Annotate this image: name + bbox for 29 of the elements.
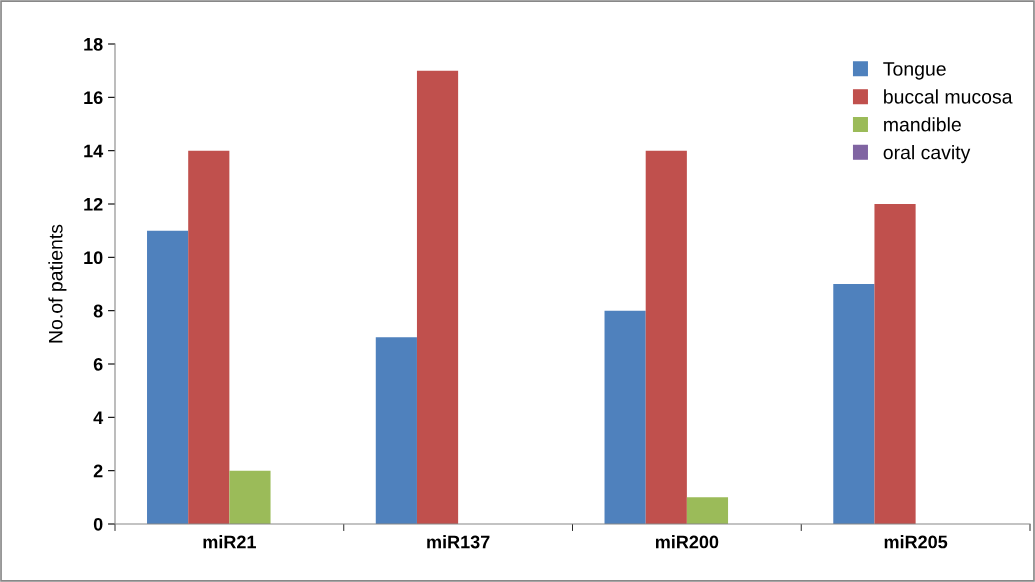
- y-tick-label: 10: [84, 251, 103, 265]
- y-tick-label: 2: [93, 464, 103, 478]
- x-tick-label: miR205: [884, 535, 948, 549]
- bar: [416, 70, 459, 524]
- bar: [645, 150, 687, 524]
- y-tick-label: 4: [93, 411, 104, 424]
- y-axis-title: No.of patients: [48, 224, 67, 343]
- bar: [188, 150, 230, 524]
- bar: [375, 337, 417, 524]
- x-tick-label: miR137: [427, 535, 490, 549]
- y-tick-label: 6: [93, 357, 103, 371]
- y-tick-label: 16: [84, 91, 103, 105]
- x-tick-label: miR200: [655, 535, 719, 549]
- bar: [604, 310, 646, 524]
- legend-label: Tongue: [883, 62, 946, 80]
- y-tick-label: 14: [84, 144, 104, 158]
- bar: [147, 230, 189, 524]
- bar: [833, 284, 875, 524]
- bar: [874, 204, 916, 524]
- bar: [229, 470, 271, 524]
- y-tick-label: 0: [93, 517, 103, 531]
- x-tick-label: miR21: [203, 535, 256, 549]
- legend-label: buccal mucosa: [884, 89, 1013, 104]
- y-tick-label: 8: [93, 304, 103, 318]
- y-tick-label: 12: [84, 197, 103, 211]
- legend-label: oral cavity: [883, 145, 971, 164]
- bar: [686, 497, 729, 524]
- legend-label: mandible: [884, 117, 961, 132]
- y-tick-label: 18: [84, 37, 103, 51]
